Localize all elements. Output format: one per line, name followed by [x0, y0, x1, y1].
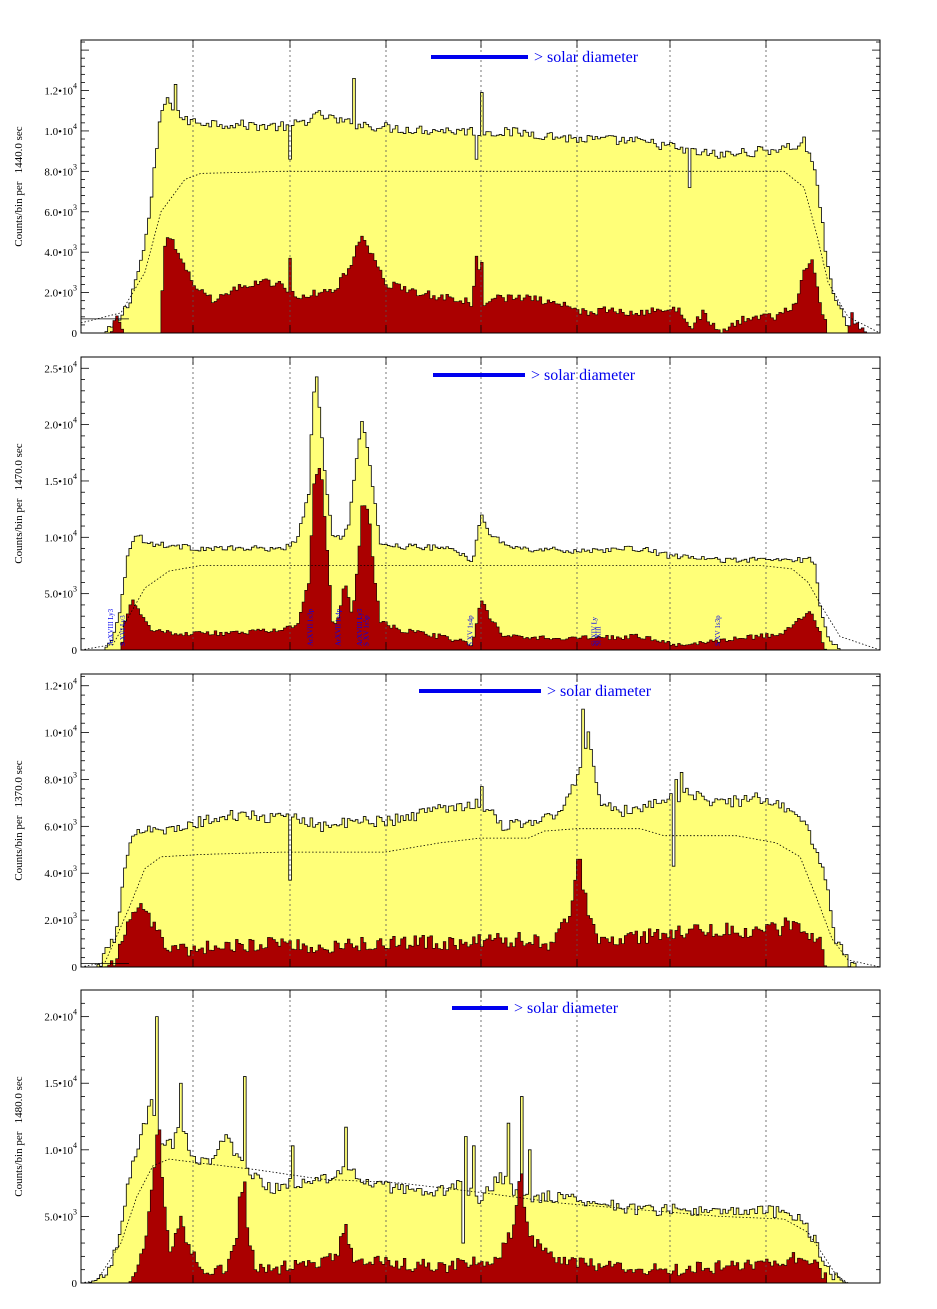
y-tick-label: 6.0•103: [44, 203, 77, 219]
y-tick-label: 5.0•103: [44, 1207, 77, 1223]
total-counts-histogram: [81, 376, 880, 650]
y-tick-label: 4.0•103: [44, 864, 77, 880]
spectral-line-label: ArXVIII Ly3: [107, 608, 115, 646]
y-tick-label: 4.0•103: [44, 243, 77, 259]
y-tick-label: 1.0•104: [44, 724, 77, 740]
plot-area: [81, 77, 880, 333]
y-tick-label: 2.0•103: [44, 284, 77, 300]
panel-frame: [80, 39, 881, 334]
line-counts-histogram: [81, 468, 880, 650]
spectral-line-label: ArXVII 1s4p: [335, 608, 343, 646]
spectrum-panel-2: 0 5.0•103 1.0•104 1.5•104 2.0•104 2.5•104 Coun…: [13, 356, 881, 657]
plot-area: [81, 708, 880, 967]
model-curve: [81, 565, 880, 650]
solar-diameter-label: > solar diameter: [531, 367, 636, 384]
y-tick-label: 1.5•104: [44, 472, 77, 488]
spectral-line-label: ArXVIII Ly3: [356, 608, 364, 646]
y-tick-label: 0: [72, 1278, 78, 1290]
y-tick-label: 0: [72, 962, 78, 974]
model-curve: [81, 828, 880, 967]
y-tick-label: 2.0•104: [44, 1008, 77, 1024]
y-tick-label: 1.0•104: [44, 528, 77, 544]
y-tick-label: 8.0•103: [44, 162, 77, 178]
y-tick-label: 2.0•104: [44, 416, 77, 432]
y-tick-label: 1.0•104: [44, 122, 77, 138]
solar-diameter-label: > solar diameter: [547, 683, 652, 700]
spectral-line-label: ArXVII 1s3p: [307, 608, 315, 646]
total-counts-histogram: [81, 77, 880, 333]
y-axis-label: Counts/bin per 1480.0 sec: [13, 1076, 25, 1196]
spectral-line-label: S XVI Ly3: [119, 615, 127, 646]
spectrum-panel-1: 0 2.0•103 4.0•103 6.0•103 8.0•103 1.0•104 1.2•…: [13, 39, 881, 340]
line-counts-histogram: [81, 235, 880, 333]
panel-frame: [80, 673, 881, 968]
y-tick-label: 1.2•104: [44, 677, 77, 693]
y-axis-label: Counts/bin per 1470.0 sec: [13, 443, 25, 563]
y-tick-label: 8.0•103: [44, 770, 77, 786]
model-curve: [81, 170, 880, 333]
y-tick-label: 6.0•103: [44, 817, 77, 833]
y-tick-label: 5.0•103: [44, 585, 77, 601]
y-axis-label: Counts/bin per 1370.0 sec: [13, 760, 25, 880]
spectrum-panel-4: 0 5.0•103 1.0•104 1.5•104 2.0•104 Counts/bin …: [13, 989, 881, 1290]
y-tick-label: 1.0•104: [44, 1141, 77, 1157]
spectral-line-label: S XV 1s4p: [467, 615, 475, 646]
y-tick-label: 1.2•104: [44, 82, 77, 98]
y-tick-label: 0: [72, 645, 78, 657]
spectral-line-label: Si XIII: [594, 626, 602, 646]
y-tick-label: 2.5•104: [44, 359, 77, 375]
model-curve: [81, 1158, 880, 1283]
y-tick-label: 1.5•104: [44, 1074, 77, 1090]
y-tick-label: 0: [72, 328, 78, 340]
spectral-line-label: Si XIV Ly: [590, 616, 598, 646]
line-counts-histogram: [81, 1129, 880, 1283]
spectral-line-label: S XV 1s5p: [363, 615, 371, 646]
spectral-line-label: S XV 1s3p: [714, 615, 722, 646]
solar-diameter-label: > solar diameter: [514, 1000, 619, 1017]
plot-area: [81, 376, 880, 650]
plot-area: [81, 1016, 880, 1283]
y-axis-label: Counts/bin per 1440.0 sec: [13, 126, 25, 246]
y-tick-label: 2.0•103: [44, 911, 77, 927]
total-counts-histogram: [81, 1016, 880, 1283]
solar-diameter-label: > solar diameter: [534, 49, 639, 66]
line-counts-histogram: [81, 858, 880, 967]
spectrum-panel-3: 0 2.0•103 4.0•103 6.0•103 8.0•103 1.0•104 1.2•…: [13, 673, 881, 974]
